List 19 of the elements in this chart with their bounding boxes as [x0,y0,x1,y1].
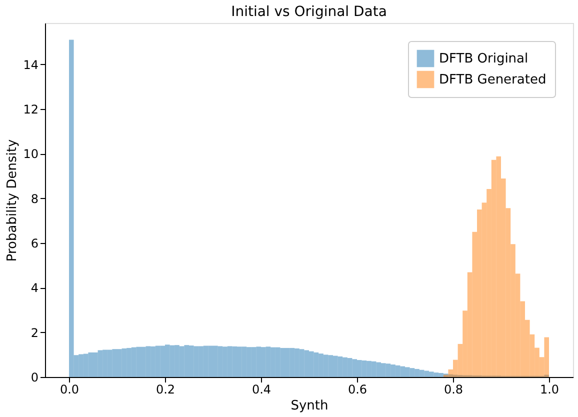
y-tick-label: 8 [30,192,38,206]
chart-title: Initial vs Original Data [231,4,387,20]
legend-label: DFTB Generated [439,72,546,88]
x-tick-label: 0.4 [252,382,272,396]
x-tick-label: 0.0 [60,382,80,396]
y-tick-label: 6 [30,236,38,250]
y-tick-label: 12 [23,102,38,116]
x-tick-label: 1.0 [540,382,560,396]
y-tick-label: 4 [30,281,38,296]
x-tick-label: 0.8 [444,382,464,396]
x-tick-label: 0.6 [348,382,368,396]
x-axis-title: Synth [290,398,328,414]
x-tick-label: 0.2 [156,382,176,396]
y-tick-label: 10 [23,147,38,162]
legend-label: DFTB Original [439,52,528,66]
y-tick-label: 2 [30,326,38,340]
y-tick-label: 0 [30,370,38,384]
y-axis-title: Probability Density [5,139,20,262]
y-tick-label: 14 [23,58,38,72]
